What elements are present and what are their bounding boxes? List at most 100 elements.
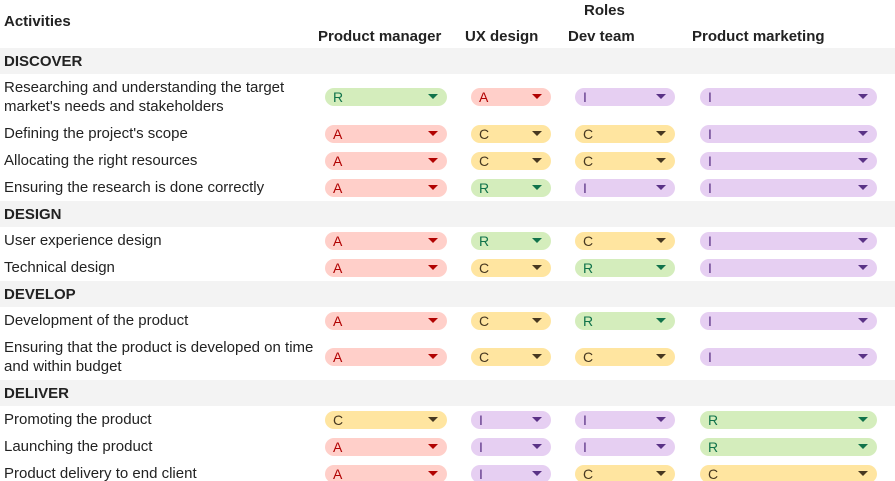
role-cell: I <box>683 178 895 198</box>
role-cell: C <box>563 124 683 144</box>
activity-label: Launching the product <box>4 438 153 455</box>
dropdown-chip[interactable]: C <box>471 258 551 277</box>
dropdown-chip[interactable]: C <box>575 348 675 366</box>
role-cell: C <box>563 347 683 367</box>
role-header: Product manager <box>318 28 442 45</box>
arrow-shape <box>428 443 438 449</box>
dropdown-chip[interactable]: I <box>700 258 877 277</box>
dropdown-chip[interactable]: C <box>575 231 675 250</box>
dropdown-chip[interactable]: I <box>700 88 877 106</box>
activity-label: Ensuring that the product is developed o… <box>4 339 314 375</box>
arrow-shape <box>428 416 438 422</box>
role-cell: A <box>318 347 460 367</box>
dropdown-chip[interactable]: A <box>325 151 447 170</box>
dropdown-chip[interactable]: I <box>471 437 551 456</box>
dropdown-chip[interactable]: C <box>575 124 675 143</box>
role-cell: C <box>460 124 563 144</box>
role-cell: I <box>563 410 683 430</box>
dropdown-arrow <box>858 264 868 270</box>
dropdown-chip[interactable]: A <box>325 178 447 197</box>
arrow-shape <box>532 317 542 323</box>
dropdown-arrow <box>428 443 438 449</box>
arrow-shape <box>858 354 868 359</box>
section-header: DEVELOP <box>0 281 895 307</box>
arrow-shape <box>858 443 868 449</box>
dropdown-chip[interactable]: I <box>575 88 675 106</box>
dropdown-chip[interactable]: C <box>471 124 551 143</box>
dropdown-chip[interactable]: I <box>700 231 877 250</box>
arrow-shape <box>656 416 666 422</box>
role-cell: A <box>318 124 460 144</box>
header: Activities Roles Product manager UX desi… <box>0 0 895 48</box>
dropdown-chip[interactable]: I <box>700 348 877 366</box>
dropdown-chip[interactable]: C <box>575 151 675 170</box>
dropdown-arrow <box>656 416 666 422</box>
dropdown-arrow <box>858 416 868 422</box>
role-cell: I <box>683 311 895 331</box>
role-cell: C <box>460 258 563 278</box>
role-cell: I <box>563 87 683 107</box>
dropdown-arrow <box>656 184 666 190</box>
dropdown-arrow <box>858 94 868 99</box>
role-cell: I <box>683 87 895 107</box>
dropdown-chip[interactable]: R <box>575 311 675 330</box>
dropdown-chip[interactable]: R <box>325 88 447 106</box>
activity-label: Product delivery to end client <box>4 465 197 481</box>
arrow-shape <box>858 317 868 323</box>
dropdown-chip[interactable]: I <box>575 178 675 197</box>
role-cell: I <box>460 437 563 457</box>
arrow-shape <box>858 184 868 190</box>
dropdown-arrow <box>858 443 868 449</box>
dropdown-chip[interactable]: I <box>700 311 877 330</box>
role-cell: C <box>563 151 683 171</box>
activity-label: Researching and understanding the target… <box>4 79 285 115</box>
dropdown-chip[interactable]: C <box>471 311 551 330</box>
dropdown-chip[interactable]: R <box>700 437 877 456</box>
dropdown-chip[interactable]: C <box>471 348 551 366</box>
dropdown-chip[interactable]: I <box>575 437 675 456</box>
dropdown-chip[interactable]: I <box>471 464 551 481</box>
dropdown-chip[interactable]: A <box>325 348 447 366</box>
dropdown-chip[interactable]: R <box>471 231 551 250</box>
dropdown-chip[interactable]: C <box>575 464 675 481</box>
arrow-shape <box>532 130 542 136</box>
dropdown-arrow <box>428 470 438 476</box>
dropdown-chip[interactable]: I <box>700 124 877 143</box>
dropdown-chip[interactable]: I <box>575 410 675 429</box>
role-cell: C <box>460 311 563 331</box>
dropdown-chip[interactable]: A <box>325 231 447 250</box>
arrow-shape <box>858 416 868 422</box>
role-cell: I <box>683 258 895 278</box>
dropdown-arrow <box>656 130 666 136</box>
arrow-shape <box>428 237 438 243</box>
dropdown-arrow <box>428 184 438 190</box>
dropdown-chip[interactable]: R <box>575 258 675 277</box>
table-body: DISCOVER Researching and understanding th… <box>0 48 895 481</box>
arrow-shape <box>428 157 438 163</box>
dropdown-chip[interactable]: C <box>700 464 877 481</box>
dropdown-chip[interactable]: C <box>325 410 447 429</box>
dropdown-chip[interactable]: A <box>325 311 447 330</box>
dropdown-arrow <box>858 237 868 243</box>
activity-label: Defining the project's scope <box>4 125 188 142</box>
dropdown-chip[interactable]: A <box>325 124 447 143</box>
dropdown-chip[interactable]: I <box>471 410 551 429</box>
dropdown-chip[interactable]: A <box>325 464 447 481</box>
activity-row: Researching and understanding the target… <box>0 74 895 120</box>
dropdown-arrow <box>656 237 666 243</box>
dropdown-arrow <box>532 470 542 476</box>
dropdown-chip[interactable]: R <box>471 178 551 197</box>
dropdown-chip[interactable]: C <box>471 151 551 170</box>
dropdown-arrow <box>532 237 542 243</box>
arrow-shape <box>428 264 438 270</box>
dropdown-chip[interactable]: A <box>325 258 447 277</box>
dropdown-chip[interactable]: I <box>700 178 877 197</box>
dropdown-chip[interactable]: A <box>325 437 447 456</box>
dropdown-arrow <box>858 130 868 136</box>
dropdown-chip[interactable]: A <box>471 88 551 106</box>
dropdown-chip[interactable]: R <box>700 410 877 429</box>
arrow-shape <box>656 237 666 243</box>
role-header: Dev team <box>568 28 635 45</box>
dropdown-chip[interactable]: I <box>700 151 877 170</box>
